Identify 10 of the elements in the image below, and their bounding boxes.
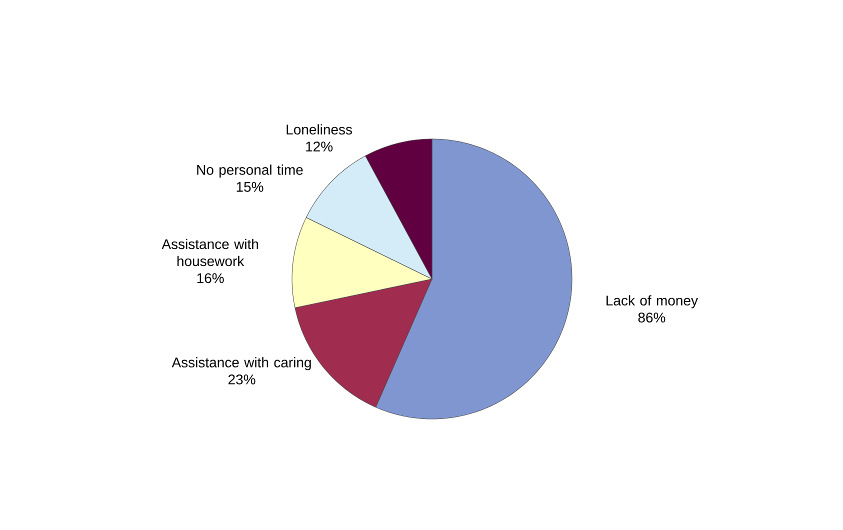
slice-label: Assistance with housework <box>162 238 258 266</box>
slice-label: No personal time <box>197 164 303 178</box>
slice-label: Lack of money <box>606 295 698 308</box>
data-label: 16% <box>197 273 224 284</box>
data-label: 23% <box>228 374 256 384</box>
slice-label: Loneliness <box>286 124 352 135</box>
data-label: 86% <box>638 312 666 323</box>
data-label: 15% <box>236 182 264 192</box>
data-label: 12% <box>306 142 333 152</box>
slice-label: Assistance with caring <box>172 357 311 370</box>
